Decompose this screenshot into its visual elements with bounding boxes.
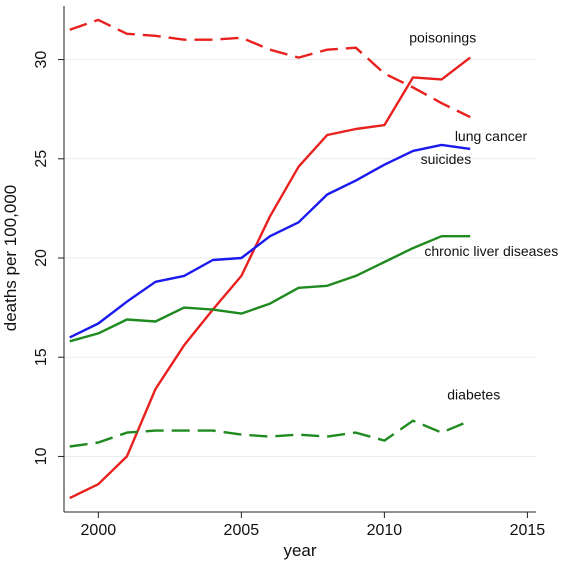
y-axis-title: deaths per 100,000 xyxy=(1,185,20,332)
series-line-poisonings xyxy=(69,56,471,500)
y-tick-label: 25 xyxy=(33,150,50,168)
axes: 10 15 20 25 30 2000 2005 2010 2015 xyxy=(33,6,545,539)
x-tick-label: 2005 xyxy=(224,522,260,539)
series-line-suicides xyxy=(69,143,471,339)
y-tick-label: 15 xyxy=(33,348,50,366)
series-label: suicides xyxy=(421,151,472,167)
series-line-diabetes xyxy=(69,419,471,448)
x-axis-title: year xyxy=(283,541,316,560)
x-tick-label: 2000 xyxy=(81,522,117,539)
gridlines xyxy=(64,59,536,457)
x-tick-label: 2010 xyxy=(367,522,403,539)
series-label: diabetes xyxy=(447,387,500,403)
x-tick-label: 2015 xyxy=(510,522,546,539)
series-line-chronic-liver-diseases xyxy=(69,234,471,343)
y-tick-label: 20 xyxy=(33,249,50,267)
series-line-lung-cancer xyxy=(69,18,471,119)
series-label: chronic liver diseases xyxy=(424,243,558,259)
series-label: poisonings xyxy=(409,30,476,46)
series-labels: poisonings lung cancer suicides chronic liv… xyxy=(409,30,558,403)
series-label: lung cancer xyxy=(455,128,528,144)
y-tick-label: 10 xyxy=(33,447,50,465)
y-tick-label: 30 xyxy=(33,51,50,69)
series-lines xyxy=(69,18,471,500)
